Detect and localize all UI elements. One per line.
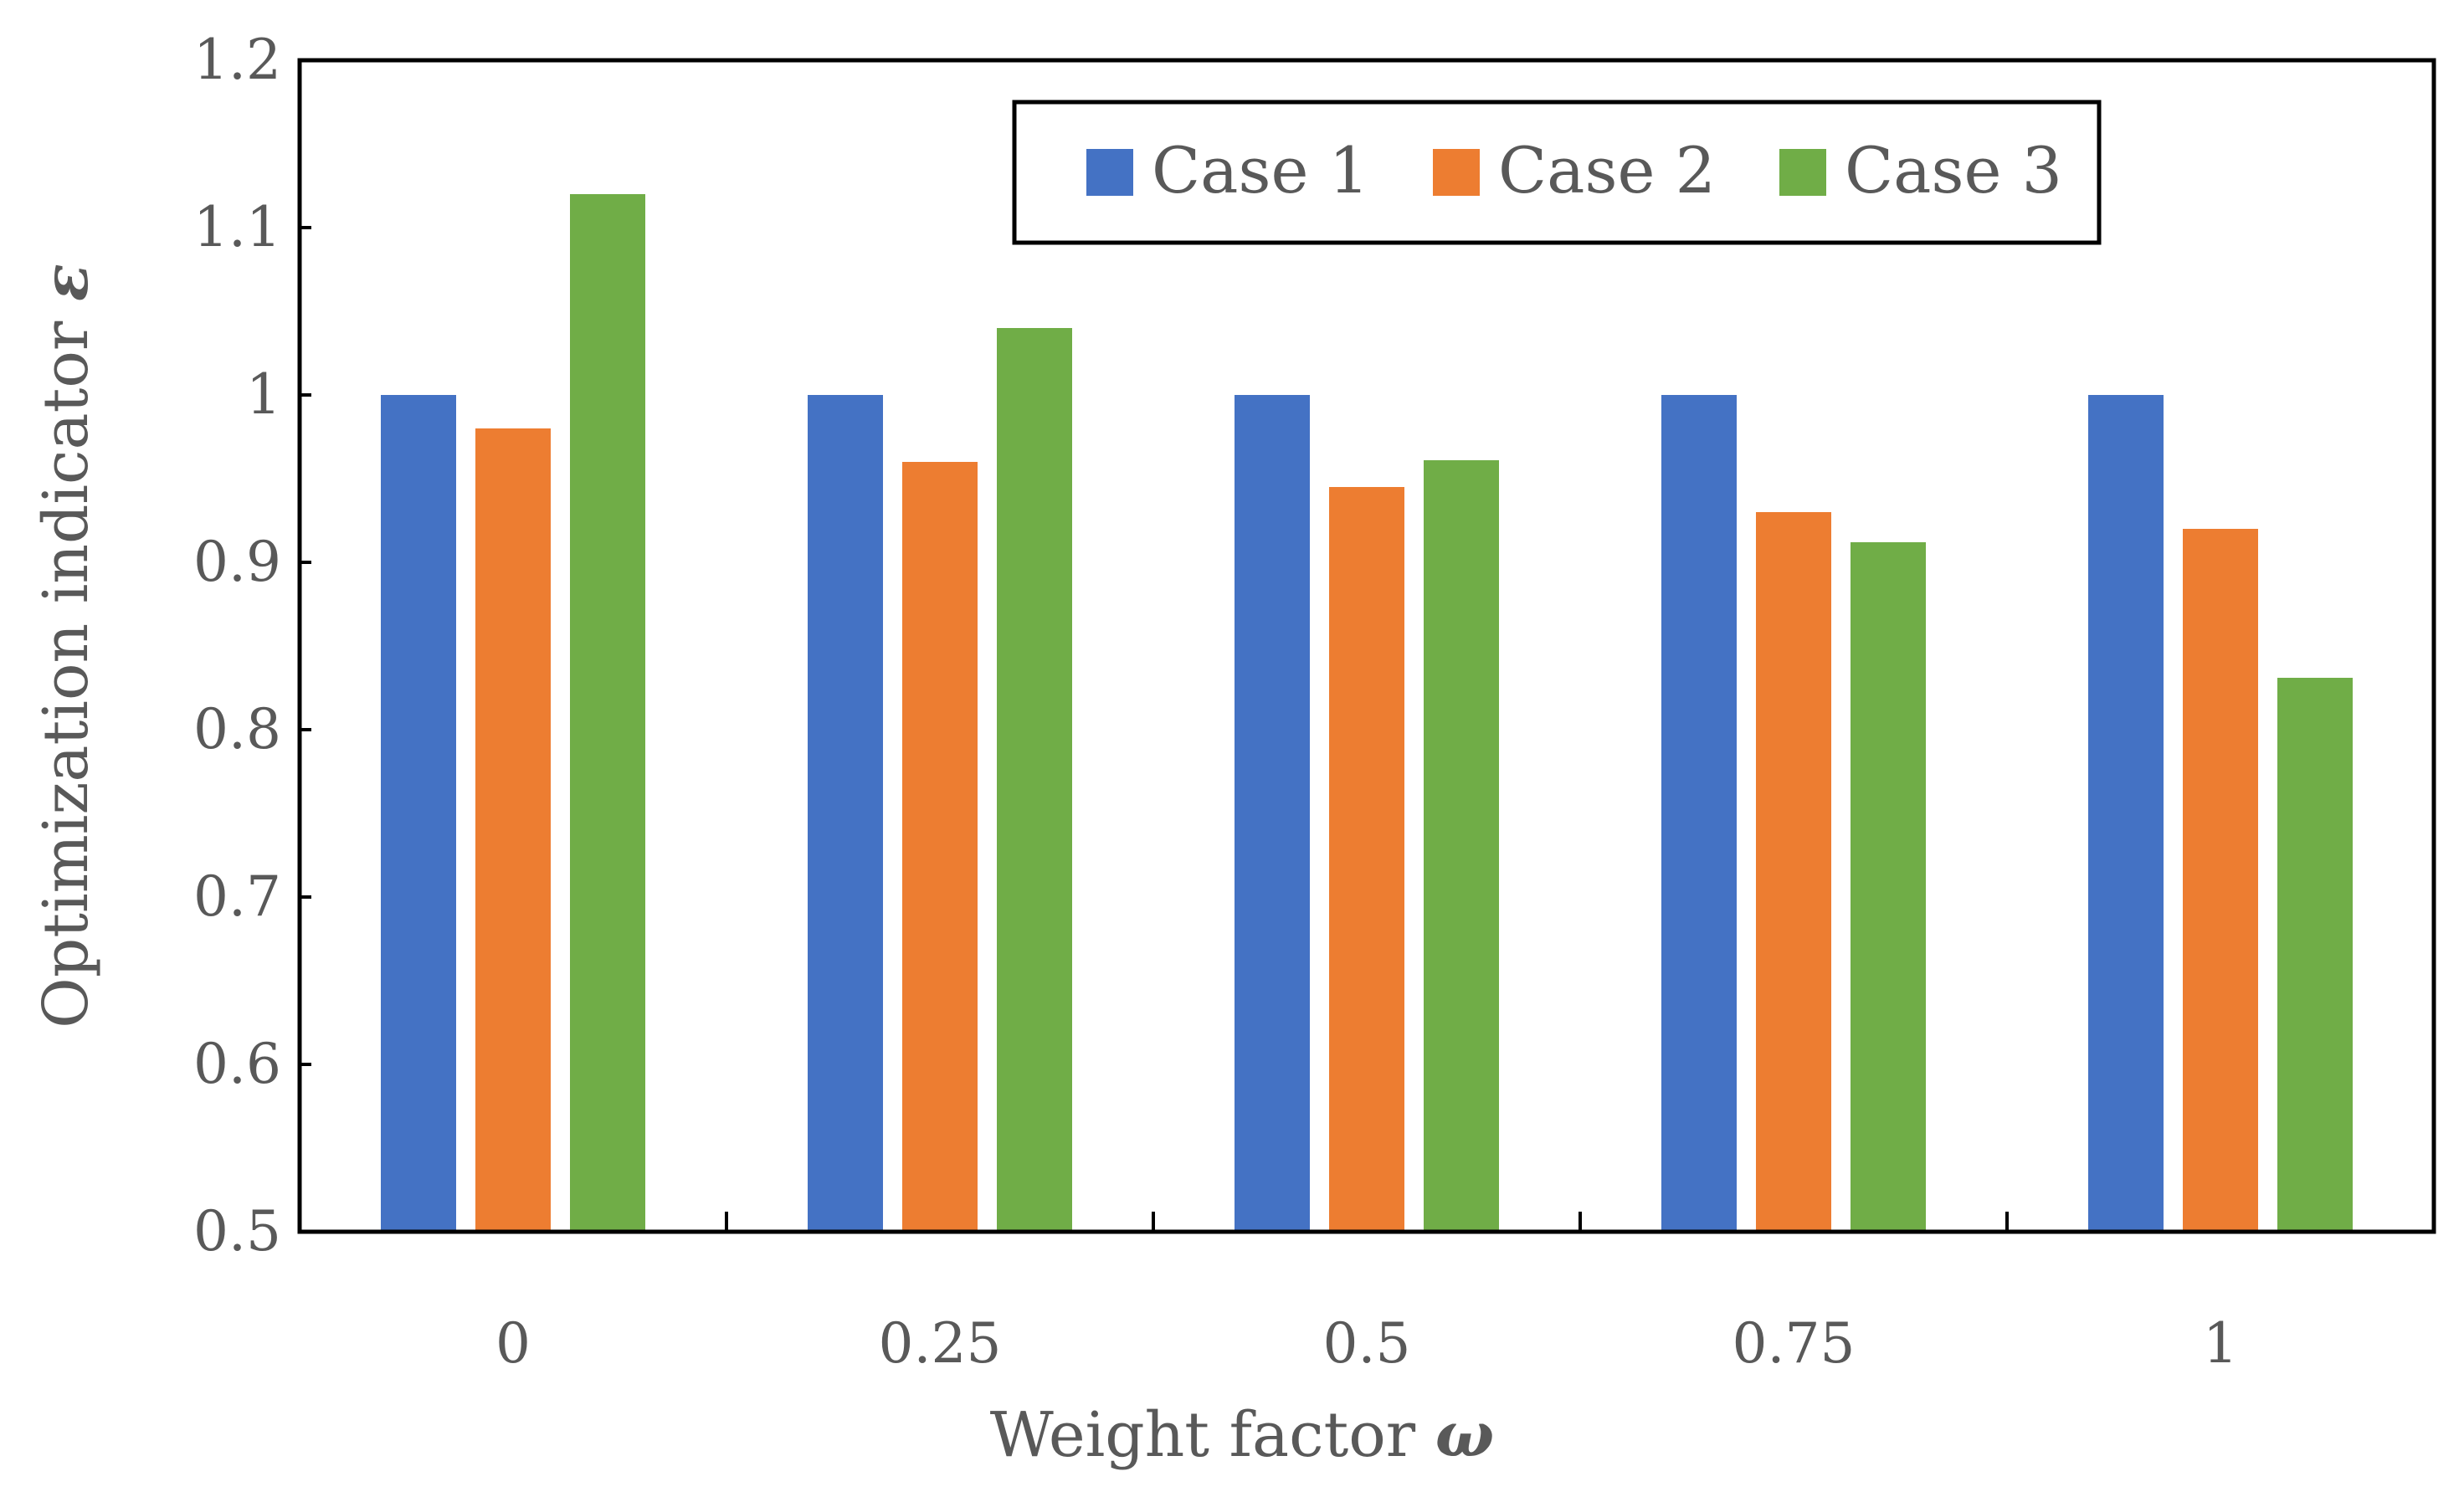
x-axis-symbol: ω bbox=[1435, 1399, 1494, 1471]
y-tick-label: 0.8 bbox=[193, 697, 281, 761]
legend-box bbox=[1012, 100, 2102, 245]
bar-case-2-1 bbox=[2183, 529, 2258, 1232]
y-tick-label: 1.2 bbox=[193, 28, 281, 92]
legend-label-case-2: Case 2 bbox=[1498, 133, 1716, 208]
legend-label-case-3: Case 3 bbox=[1845, 133, 2062, 208]
y-tick-label: 0.9 bbox=[193, 530, 281, 594]
x-tick-label: 0 bbox=[495, 1311, 531, 1376]
x-axis: 0 0.25 0.5 0.75 1 bbox=[495, 1212, 2238, 1376]
y-tick-label: 0.5 bbox=[193, 1199, 281, 1264]
bar-case-1-0.5 bbox=[1235, 395, 1310, 1232]
y-tick-label: 1 bbox=[246, 362, 281, 427]
bar-case-3-0 bbox=[570, 194, 645, 1232]
y-tick-label: 0.7 bbox=[193, 864, 281, 929]
y-axis: 0.5 0.6 0.7 0.8 0.9 1 1.1 1.2 bbox=[193, 28, 311, 1264]
x-tick-label: 1 bbox=[2203, 1311, 2238, 1376]
legend-swatch-case-3 bbox=[1779, 149, 1826, 196]
bar-case-1-0 bbox=[381, 395, 456, 1232]
x-tick-label: 0.5 bbox=[1323, 1311, 1411, 1376]
x-axis-title: Weight factor ω bbox=[990, 1399, 1494, 1471]
bar-case-1-0.25 bbox=[808, 395, 883, 1232]
x-tick-label: 0.75 bbox=[1732, 1311, 1856, 1376]
bar-case-2-0.25 bbox=[902, 462, 978, 1232]
bar-group bbox=[381, 194, 2353, 1232]
bar-case-3-0.75 bbox=[1851, 542, 1926, 1232]
y-axis-symbol: ε bbox=[30, 264, 102, 301]
y-axis-title-text: Optimization indicator bbox=[30, 320, 102, 1028]
bar-case-2-0.75 bbox=[1756, 512, 1831, 1232]
bar-case-1-0.75 bbox=[1661, 395, 1737, 1232]
legend-swatch-case-2 bbox=[1433, 149, 1480, 196]
bar-case-3-1 bbox=[2277, 678, 2353, 1232]
plot-frame bbox=[297, 58, 2436, 1234]
bar-case-2-0.5 bbox=[1329, 487, 1404, 1232]
x-axis-title-text: Weight factor bbox=[990, 1399, 1416, 1471]
y-axis-title: Optimization indicator ε bbox=[30, 264, 102, 1028]
x-tick-label: 0.25 bbox=[879, 1311, 1002, 1376]
y-tick-label: 1.1 bbox=[193, 195, 281, 259]
bar-case-1-1 bbox=[2088, 395, 2164, 1232]
bar-case-2-0 bbox=[475, 428, 551, 1232]
bar-case-3-0.5 bbox=[1424, 460, 1499, 1232]
legend: Case 1 Case 2 Case 3 bbox=[1012, 100, 2102, 245]
x-axis-title-space bbox=[1415, 1399, 1435, 1471]
bar-case-3-0.25 bbox=[997, 328, 1072, 1232]
y-tick-label: 0.6 bbox=[193, 1032, 281, 1096]
legend-items: Case 1 Case 2 Case 3 bbox=[1086, 133, 2062, 208]
y-axis-title-space bbox=[30, 301, 102, 321]
legend-swatch-case-1 bbox=[1086, 149, 1133, 196]
legend-label-case-1: Case 1 bbox=[1152, 133, 1369, 208]
